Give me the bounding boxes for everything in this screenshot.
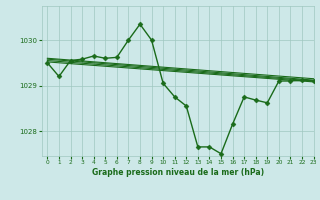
X-axis label: Graphe pression niveau de la mer (hPa): Graphe pression niveau de la mer (hPa) [92,168,264,177]
